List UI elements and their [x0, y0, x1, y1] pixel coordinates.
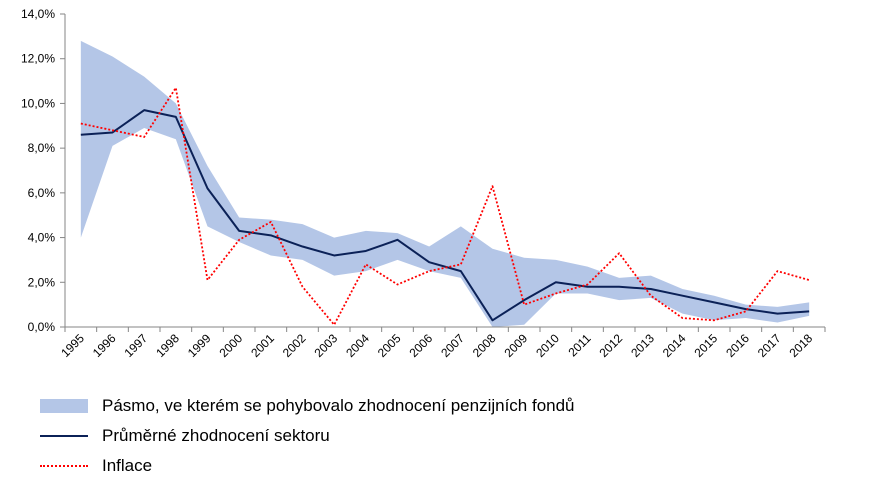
x-tick-label: 2006: [407, 331, 436, 360]
series-layer: [80, 86, 810, 326]
y-tick-label: 10,0%: [21, 96, 55, 110]
x-tick-label: 2005: [375, 331, 404, 360]
x-tick-label: 1998: [153, 331, 182, 360]
x-tick-label: 1997: [122, 331, 151, 360]
legend-item-average: Průměrné zhodnocení sektoru: [40, 421, 575, 451]
x-tick-label: 1999: [185, 331, 214, 360]
y-tick-label: 12,0%: [21, 52, 55, 66]
legend-swatch-inflation: [40, 465, 88, 467]
x-tick-label: 2007: [438, 331, 467, 360]
legend-item-inflation: Inflace: [40, 451, 575, 481]
x-tick-label: 2016: [723, 331, 752, 360]
legend-swatch-average: [40, 435, 88, 437]
x-tick-label: 2015: [692, 331, 721, 360]
x-tick-label: 2008: [470, 331, 499, 360]
axis-layer: [60, 13, 826, 332]
x-tick-label: 2013: [628, 331, 657, 360]
legend: Pásmo, ve kterém se pohybovalo zhodnocen…: [40, 391, 575, 481]
y-tick-label: 6,0%: [28, 186, 56, 200]
y-tick-label: 2,0%: [28, 275, 56, 289]
x-tick-label: 1996: [90, 331, 119, 360]
x-tick-label: 2009: [502, 331, 531, 360]
y-tick-label: 8,0%: [28, 141, 56, 155]
x-tick-label: 2001: [248, 331, 277, 360]
chart-svg: 0,0% 2,0% 4,0% 6,0% 8,0% 10,0% 12,0% 14,0% 1995…: [21, 7, 826, 360]
x-tick-label: 2010: [533, 331, 562, 360]
x-tick-label: 2003: [312, 331, 341, 360]
legend-label-band: Pásmo, ve kterém se pohybovalo zhodnocen…: [102, 396, 575, 415]
y-axis-tick-labels: 0,0% 2,0% 4,0% 6,0% 8,0% 10,0% 12,0% 14,0%: [21, 7, 55, 334]
x-axis-tick-labels: 1995 1996 1997 1998 1999 2000 2001 2002 2003 2004…: [58, 331, 815, 360]
x-tick-label: 2014: [660, 331, 689, 360]
x-tick-label: 2017: [755, 331, 784, 360]
x-tick-label: 2004: [343, 331, 372, 360]
x-tick-label: 2018: [787, 331, 816, 360]
y-tick-label: 14,0%: [21, 7, 55, 21]
x-tick-label: 2002: [280, 331, 309, 360]
legend-label-inflation: Inflace: [102, 456, 153, 475]
average-return-line: [80, 109, 810, 322]
inflation-line: [80, 86, 810, 326]
legend-swatch-band: [40, 399, 88, 413]
x-tick-label: 2000: [217, 331, 246, 360]
legend-item-band: Pásmo, ve kterém se pohybovalo zhodnocen…: [40, 391, 575, 421]
x-tick-label: 1995: [58, 331, 87, 360]
band-area: [80, 40, 810, 327]
x-tick-label: 2011: [565, 331, 593, 359]
band-layer: [80, 40, 810, 327]
legend-label-average: Průměrné zhodnocení sektoru: [102, 426, 330, 445]
y-tick-label: 0,0%: [28, 320, 56, 334]
x-tick-label: 2012: [597, 331, 626, 360]
y-tick-label: 4,0%: [28, 231, 56, 245]
